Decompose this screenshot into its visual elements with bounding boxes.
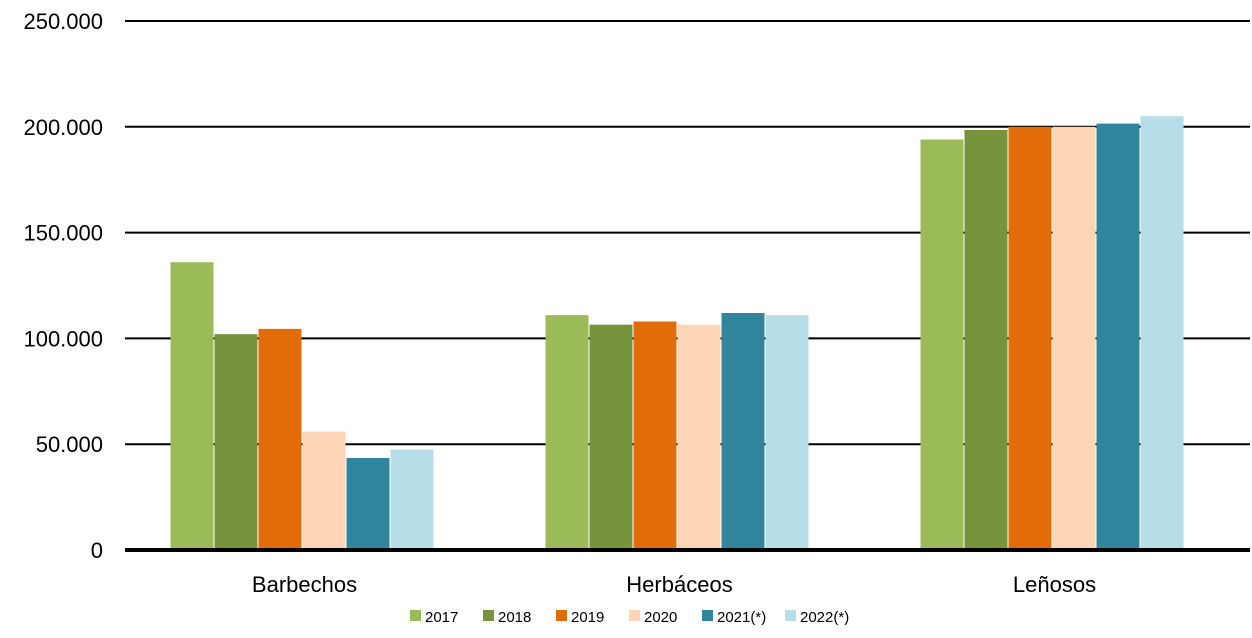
bar-2018-2 — [964, 129, 1008, 550]
bar-2020-0 — [302, 431, 346, 550]
bar-2020-2 — [1052, 126, 1096, 551]
bar-2018-1 — [589, 324, 633, 550]
legend: 2017 2018 2019 2020 2021(*) 2022(*) — [410, 609, 849, 626]
y-tick-label: 50.000 — [36, 432, 103, 457]
bar-2022-1 — [765, 315, 809, 550]
legend-label: 2018 — [498, 609, 531, 626]
legend-swatch — [410, 610, 421, 621]
x-tick-label: Leñosos — [1013, 572, 1096, 597]
y-tick-label: 100.000 — [23, 326, 103, 351]
bar-2022-2 — [1140, 116, 1184, 550]
bar-2017-1 — [545, 315, 589, 550]
y-tick-label: 150.000 — [23, 221, 103, 246]
legend-swatch — [483, 610, 494, 621]
y-tick-label: 200.000 — [23, 115, 103, 140]
y-tick-label: 250.000 — [23, 9, 103, 34]
legend-label: 2022(*) — [800, 609, 849, 626]
legend-swatch — [629, 610, 640, 621]
axes: 0 50.000 100.000 150.000 200.000 250.000 Barbe… — [23, 9, 1250, 597]
legend-swatch — [785, 610, 796, 621]
legend-label: 2020 — [644, 609, 677, 626]
bar-2021-2 — [1096, 123, 1140, 550]
bars — [170, 116, 1184, 551]
legend-label: 2017 — [425, 609, 458, 626]
bar-2019-2 — [1008, 126, 1052, 551]
bar-2022-0 — [390, 449, 434, 550]
bar-2018-0 — [214, 334, 258, 550]
legend-swatch — [702, 610, 713, 621]
x-tick-label: Barbechos — [252, 572, 357, 597]
bar-2017-0 — [170, 262, 214, 550]
legend-label: 2019 — [571, 609, 604, 626]
bar-2017-2 — [920, 139, 964, 550]
bar-2020-1 — [677, 324, 721, 550]
bar-2019-1 — [633, 321, 677, 550]
legend-label: 2021(*) — [717, 609, 766, 626]
bar-2019-0 — [258, 328, 302, 550]
x-tick-label: Herbáceos — [626, 572, 732, 597]
y-tick-label: 0 — [91, 538, 103, 563]
bar-2021-1 — [721, 313, 765, 550]
legend-swatch — [556, 610, 567, 621]
bar-2021-0 — [346, 457, 390, 550]
